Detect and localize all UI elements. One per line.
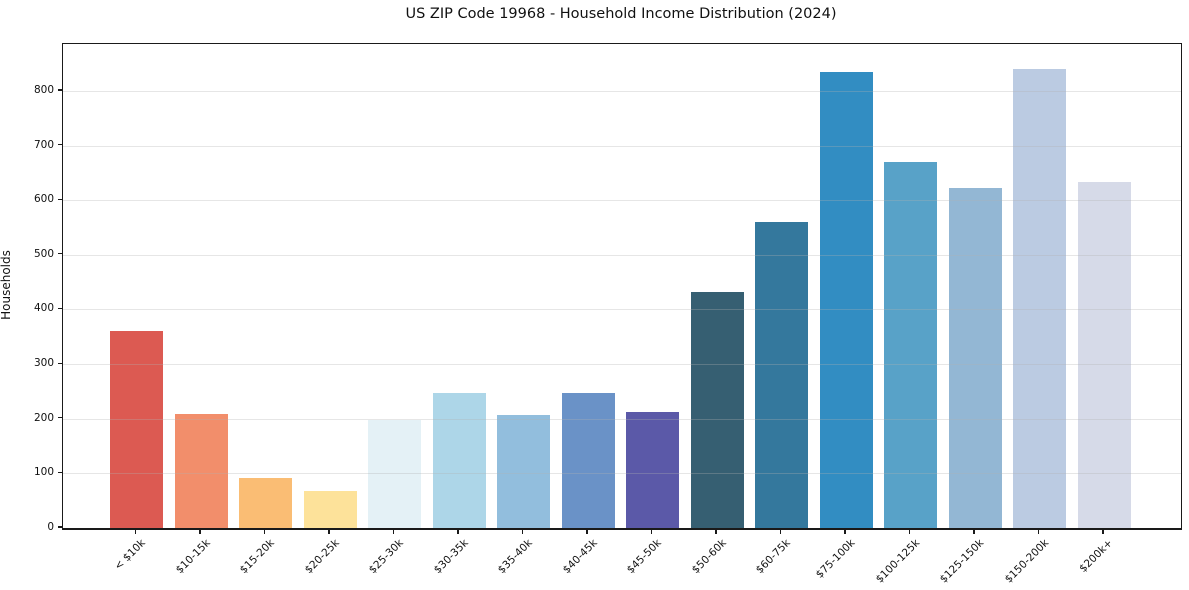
y-tick-label: 700: [33, 138, 54, 151]
y-tick-mark: [58, 307, 62, 310]
bar-$200k+: [1077, 181, 1131, 528]
y-tick-label: 400: [33, 302, 54, 315]
x-tick-label: $75-100k: [813, 537, 858, 581]
bar-$35-40k: [497, 415, 550, 528]
y-tick-label: 200: [33, 411, 54, 424]
y-tick-mark: [58, 526, 62, 528]
y-tick-label: 100: [33, 466, 54, 479]
x-tick-label: $25-30k: [366, 537, 406, 577]
x-tick-mark: [779, 529, 782, 534]
x-tick-mark: [715, 529, 717, 534]
x-tick-label: $10-15k: [173, 537, 213, 577]
x-tick-mark: [263, 529, 266, 534]
chart-title: US ZIP Code 19968 - Household Income Dis…: [405, 6, 837, 22]
bar-$125-150k: [948, 188, 1002, 528]
x-tick-label: $125-150k: [937, 537, 987, 586]
x-tick-mark: [586, 529, 588, 534]
x-tick-label: $100-125k: [873, 537, 922, 586]
gridline-100: [63, 473, 1181, 475]
x-tick-mark: [1102, 529, 1104, 534]
gridline-700: [63, 145, 1181, 147]
x-tick-mark: [199, 529, 201, 534]
bar-$30-35k: [432, 393, 486, 528]
x-tick-mark: [392, 529, 395, 534]
gridline-600: [63, 200, 1181, 202]
x-tick-mark: [134, 529, 137, 534]
x-tick-label: < $10k: [112, 537, 148, 573]
x-tick-label: $150-200k: [1002, 537, 1051, 586]
x-tick-label: $35-40k: [495, 537, 535, 577]
y-tick-label: 300: [33, 357, 54, 370]
bar-$75-100k: [819, 72, 873, 528]
gridline-400: [63, 309, 1181, 311]
bar-$10-15k: [174, 413, 228, 528]
y-tick-mark: [58, 362, 62, 364]
x-tick-mark: [521, 529, 524, 534]
x-tick-label: $200k+: [1077, 537, 1116, 575]
x-tick-mark: [328, 529, 330, 534]
bar-$15-20k: [239, 477, 292, 528]
y-tick-label: 800: [33, 83, 54, 96]
y-tick-mark: [58, 144, 62, 146]
bar-$45-50k: [626, 411, 679, 528]
x-tick-mark: [844, 529, 846, 534]
gridline-500: [63, 254, 1181, 256]
x-tick-mark: [973, 529, 975, 534]
bar-$25-30k: [368, 419, 421, 528]
gridline-300: [63, 364, 1181, 366]
plot-area: [62, 43, 1182, 530]
x-tick-mark: [908, 529, 911, 534]
x-tick-mark: [650, 529, 653, 534]
y-tick-label: 600: [33, 193, 54, 206]
y-tick-mark: [58, 471, 62, 473]
x-tick-label: $40-45k: [560, 537, 600, 577]
x-tick-mark: [1037, 529, 1040, 534]
y-tick-mark: [58, 417, 62, 419]
bar-$100-125k: [884, 162, 937, 528]
bar-$60-75k: [755, 221, 808, 528]
bar-$40-45k: [561, 393, 615, 528]
x-tick-label: $45-50k: [624, 537, 664, 577]
x-tick-label: $60-75k: [753, 537, 793, 577]
y-axis-label: Households: [0, 250, 13, 320]
bar-$150-200k: [1013, 68, 1066, 528]
bar-< $10k: [110, 331, 163, 528]
x-tick-label: $30-35k: [431, 537, 471, 577]
bar-$20-25k: [303, 491, 357, 528]
gridline-800: [63, 90, 1181, 92]
y-tick-mark: [58, 89, 62, 91]
x-tick-label: $50-60k: [689, 537, 729, 577]
y-tick-label: 0: [47, 521, 54, 533]
y-tick-label: 500: [33, 247, 54, 260]
x-tick-label: $20-25k: [302, 537, 342, 577]
y-tick-mark: [58, 198, 62, 200]
x-tick-label: $15-20k: [237, 537, 277, 577]
x-tick-mark: [457, 529, 459, 534]
bar-$50-60k: [690, 292, 744, 528]
gridline-200: [63, 418, 1181, 420]
y-tick-mark: [58, 253, 62, 255]
